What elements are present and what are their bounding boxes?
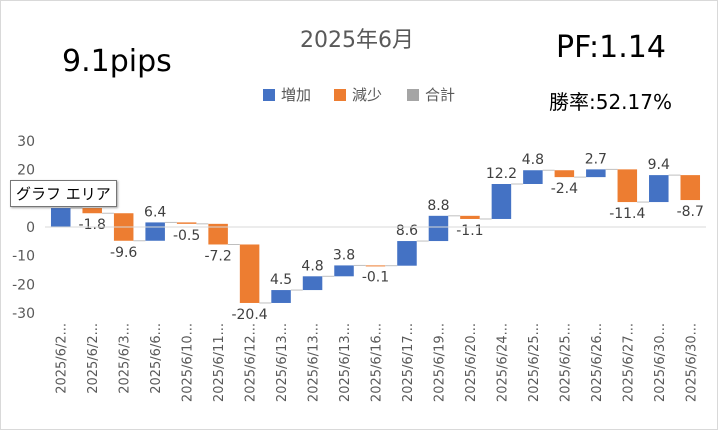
- legend-label: 増加: [281, 86, 311, 104]
- decrease-bar: [176, 222, 197, 224]
- profit-factor: PF:1.14: [556, 30, 666, 65]
- increase-bar: [271, 290, 291, 303]
- y-tick-label: -10: [12, 249, 35, 265]
- decrease-bar: [365, 265, 386, 267]
- decrease-bar: [208, 223, 228, 245]
- increase-bar: [145, 222, 165, 241]
- legend-label: 減少: [352, 86, 382, 104]
- data-label: -7.2: [204, 248, 231, 264]
- increase-bar: [302, 276, 323, 291]
- legend-label: 合計: [425, 86, 455, 104]
- x-tick-label: 2025/6/17...: [401, 323, 416, 402]
- y-tick-label: 0: [26, 220, 35, 236]
- x-tick-label: 2025/6/25...: [558, 323, 573, 402]
- data-label: -1.1: [456, 223, 483, 239]
- increase-bar: [334, 265, 354, 277]
- y-tick-label: -20: [12, 277, 35, 293]
- data-label: -2.4: [551, 181, 578, 197]
- decrease-bar: [460, 215, 480, 219]
- x-tick-label: 2025/6/6...: [149, 323, 164, 394]
- y-tick-label: -30: [12, 306, 35, 322]
- increase-bar: [397, 241, 417, 266]
- data-label: -0.5: [173, 228, 200, 244]
- data-label: -0.1: [362, 270, 389, 286]
- data-label: -8.7: [677, 204, 704, 220]
- x-tick-label: 2025/6/13...: [275, 323, 290, 402]
- y-tick-label: 30: [17, 134, 35, 150]
- data-label: 6.4: [144, 204, 166, 220]
- x-axis: 2025/6/2... 2025/6/2... 2025/6/3... 2025/6/…: [45, 226, 706, 402]
- x-tick-label: 2025/6/19...: [432, 323, 447, 402]
- data-label: 8.8: [427, 198, 449, 214]
- x-tick-label: 2025/6/2...: [86, 323, 101, 394]
- increase-bar: [586, 169, 606, 178]
- increase-bar: [523, 170, 543, 184]
- x-tick-label: 2025/6/30...: [653, 323, 668, 402]
- x-tick-label: 2025/6/3...: [118, 323, 133, 394]
- legend-swatch: [263, 89, 275, 101]
- x-tick-label: 2025/6/13...: [338, 323, 353, 402]
- x-tick-label: 2025/6/26...: [590, 323, 605, 402]
- x-tick-label: 2025/6/12...: [244, 323, 259, 402]
- legend-swatch: [407, 89, 419, 101]
- data-label: 4.8: [301, 258, 323, 274]
- x-tick-label: 2025/6/11...: [212, 323, 227, 402]
- x-tick-label: 2025/6/2...: [55, 323, 70, 394]
- data-label: 3.8: [333, 247, 355, 263]
- legend-swatch: [334, 89, 346, 101]
- x-tick-label: 2025/6/27...: [621, 323, 636, 402]
- decrease-bar: [680, 175, 701, 201]
- data-label: -20.4: [231, 307, 267, 323]
- data-label: 8.6: [396, 223, 418, 239]
- decrease-bar: [82, 208, 102, 214]
- decrease-bar: [554, 170, 575, 178]
- pips-total: 9.1pips: [62, 44, 172, 79]
- x-tick-label: 2025/6/10...: [181, 323, 196, 402]
- data-label: -11.4: [609, 206, 645, 222]
- chart-legend: 増加 減少 合計: [263, 86, 455, 104]
- chart-area-tooltip: グラフ エリア: [10, 180, 117, 207]
- decrease-bar: [239, 244, 260, 303]
- x-tick-label: 2025/6/24...: [495, 323, 510, 402]
- data-label: 4.5: [270, 272, 292, 288]
- increase-bar: [428, 215, 449, 242]
- data-label: 12.2: [486, 166, 517, 182]
- data-label: 9.4: [648, 157, 670, 173]
- y-tick-label: 20: [17, 163, 35, 179]
- data-label: -9.6: [110, 245, 137, 261]
- data-label: -1.8: [79, 217, 106, 233]
- x-tick-label: 2025/6/13...: [307, 323, 322, 402]
- data-label: 4.8: [522, 152, 544, 168]
- chart-title: 2025年6月: [300, 28, 414, 53]
- x-tick-label: 2025/6/25...: [527, 323, 542, 402]
- win-rate: 勝率:52.17%: [549, 90, 672, 114]
- increase-bar: [649, 175, 669, 203]
- data-labels: -1.8-9.6 6.4 -0.5-7.2 -20.4 4.5 4.8 3.8 -0.1 8.6…: [79, 151, 704, 323]
- x-tick-label: 2025/6/20...: [464, 323, 479, 402]
- connector-lines: [70, 168, 681, 304]
- increase-bar: [50, 208, 71, 227]
- x-tick-label: 2025/6/16...: [370, 323, 385, 402]
- decrease-bar: [617, 169, 638, 203]
- y-axis: 3020100-10-20-30: [12, 134, 35, 322]
- increase-bar: [491, 184, 512, 219]
- data-label: 2.7: [585, 151, 607, 167]
- x-tick-label: 2025/6/30...: [684, 323, 699, 402]
